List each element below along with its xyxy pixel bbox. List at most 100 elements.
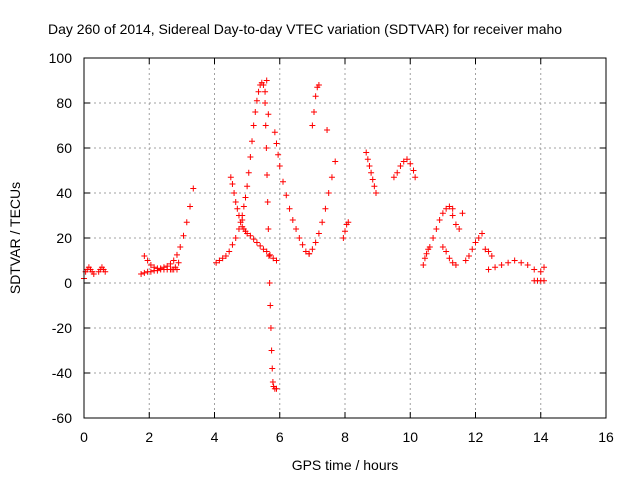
data-point: [268, 347, 275, 354]
data-point: [505, 259, 512, 266]
series-seg20: [439, 244, 459, 268]
series-seg14: [324, 127, 331, 133]
data-point: [262, 100, 269, 106]
data-point: [190, 185, 197, 192]
series-seg25: [531, 277, 548, 284]
data-point: [430, 235, 437, 241]
data-point: [250, 236, 257, 243]
series-seg02: [95, 264, 109, 275]
data-point: [265, 226, 272, 232]
series-seg24: [485, 257, 548, 275]
data-point: [436, 217, 443, 223]
data-point: [537, 268, 544, 275]
data-point: [229, 181, 236, 187]
data-point: [266, 280, 273, 286]
data-point: [372, 190, 379, 196]
data-point: [253, 97, 260, 104]
data-point: [226, 248, 233, 255]
data-point: [273, 140, 280, 147]
data-point: [443, 248, 450, 255]
data-point: [286, 205, 293, 212]
data-point: [328, 174, 335, 181]
data-point: [449, 259, 456, 266]
data-point: [312, 239, 319, 246]
x-axis-label: GPS time / hours: [292, 457, 399, 473]
data-point: [264, 199, 271, 205]
data-point: [263, 145, 270, 151]
data-point: [249, 138, 256, 145]
data-point: [247, 154, 254, 160]
data-point: [390, 174, 397, 181]
data-point: [342, 228, 348, 235]
y-tick-label: 20: [56, 230, 72, 246]
data-point: [302, 248, 309, 255]
data-point: [164, 263, 171, 270]
y-tick-label: 60: [56, 140, 72, 156]
data-point: [213, 259, 220, 266]
data-point: [141, 269, 148, 276]
series-seg12: [306, 158, 339, 257]
data-point: [306, 250, 313, 257]
y-tick-label: -60: [52, 410, 72, 426]
series-seg15: [340, 219, 352, 241]
series-seg16: [363, 149, 379, 196]
data-point: [492, 264, 499, 271]
data-point: [227, 174, 234, 181]
data-point: [322, 205, 329, 212]
x-tick-label: 8: [341, 429, 349, 445]
data-point: [262, 122, 269, 129]
y-axis-label: SDTVAR / TECUs: [7, 182, 23, 294]
data-point: [144, 257, 151, 264]
data-point: [319, 219, 326, 226]
data-point: [541, 264, 548, 271]
y-tick-label: 0: [64, 275, 72, 291]
data-point: [293, 226, 300, 232]
data-point: [371, 183, 378, 190]
data-point: [273, 257, 280, 264]
plot-frame: [83, 57, 607, 419]
data-point: [263, 248, 270, 255]
data-point: [423, 250, 430, 257]
data-point: [262, 88, 269, 95]
data-point: [222, 253, 229, 259]
data-point: [265, 111, 272, 118]
data-point: [449, 212, 456, 219]
data-point: [475, 235, 482, 241]
data-point: [175, 259, 182, 266]
data-point: [264, 172, 271, 178]
series-seg18: [420, 244, 433, 268]
data-point: [518, 259, 525, 266]
data-point: [229, 241, 236, 248]
data-point: [340, 235, 347, 241]
data-point: [90, 271, 97, 277]
data-point: [469, 246, 476, 253]
data-point: [265, 253, 272, 259]
data-points: [81, 77, 548, 392]
data-point: [141, 253, 148, 259]
data-point: [242, 194, 249, 201]
data-point: [232, 235, 239, 241]
data-point: [160, 264, 167, 271]
data-point: [247, 232, 254, 239]
data-point: [239, 212, 246, 219]
data-point: [325, 190, 332, 196]
data-point: [485, 266, 492, 273]
series-seg04: [141, 185, 197, 272]
series-seg23: [482, 246, 495, 259]
data-point: [151, 264, 158, 271]
data-point: [456, 226, 463, 232]
data-point: [397, 163, 404, 169]
data-point: [439, 210, 446, 217]
data-point: [426, 244, 433, 250]
data-point: [240, 203, 247, 210]
x-tick-label: 16: [598, 429, 614, 445]
data-point: [315, 230, 322, 237]
data-point: [252, 109, 259, 115]
data-point: [157, 265, 164, 272]
data-point: [324, 127, 331, 133]
data-point: [446, 255, 453, 262]
data-point: [309, 246, 316, 253]
data-point: [452, 221, 459, 228]
data-point: [443, 205, 450, 212]
series-seg21: [449, 210, 466, 232]
